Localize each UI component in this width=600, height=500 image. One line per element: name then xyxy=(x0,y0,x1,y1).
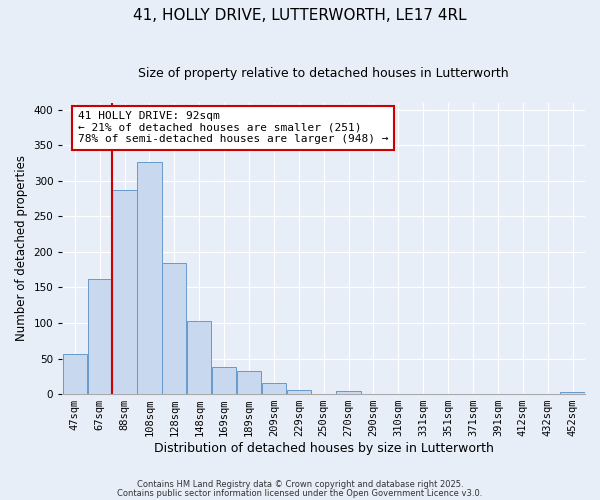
Text: Contains public sector information licensed under the Open Government Licence v3: Contains public sector information licen… xyxy=(118,488,482,498)
Title: Size of property relative to detached houses in Lutterworth: Size of property relative to detached ho… xyxy=(139,68,509,80)
Text: Contains HM Land Registry data © Crown copyright and database right 2025.: Contains HM Land Registry data © Crown c… xyxy=(137,480,463,489)
Bar xyxy=(212,367,236,394)
Y-axis label: Number of detached properties: Number of detached properties xyxy=(15,156,28,342)
Text: 41 HOLLY DRIVE: 92sqm
← 21% of detached houses are smaller (251)
78% of semi-det: 41 HOLLY DRIVE: 92sqm ← 21% of detached … xyxy=(78,111,389,144)
Bar xyxy=(162,262,187,394)
Bar xyxy=(560,392,584,394)
Bar xyxy=(262,384,286,394)
Bar xyxy=(187,321,211,394)
Bar xyxy=(287,390,311,394)
Bar xyxy=(337,391,361,394)
Bar xyxy=(63,354,87,394)
Bar xyxy=(112,190,137,394)
Bar xyxy=(88,279,112,394)
X-axis label: Distribution of detached houses by size in Lutterworth: Distribution of detached houses by size … xyxy=(154,442,494,455)
Bar xyxy=(237,372,261,394)
Bar xyxy=(137,162,161,394)
Text: 41, HOLLY DRIVE, LUTTERWORTH, LE17 4RL: 41, HOLLY DRIVE, LUTTERWORTH, LE17 4RL xyxy=(133,8,467,22)
